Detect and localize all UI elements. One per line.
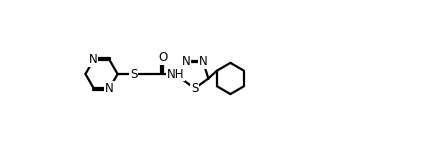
Text: O: O — [158, 51, 167, 64]
Text: N: N — [89, 53, 98, 66]
Text: NH: NH — [167, 67, 184, 81]
Text: N: N — [181, 55, 190, 68]
Text: S: S — [191, 82, 198, 95]
Text: S: S — [130, 67, 138, 81]
Text: N: N — [105, 82, 114, 95]
Text: N: N — [199, 55, 208, 68]
